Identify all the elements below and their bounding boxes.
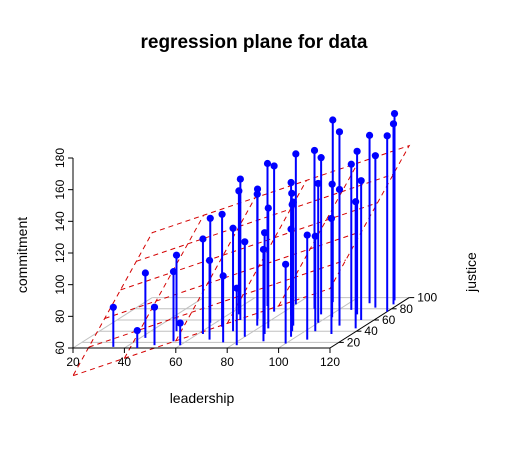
data-point (261, 229, 269, 237)
data-point (206, 214, 214, 222)
data-point (288, 200, 296, 209)
data-point (199, 235, 207, 243)
data-point (109, 303, 117, 311)
data-point (317, 154, 325, 162)
z-tick-label: 180 (53, 148, 67, 168)
regression-plane-line (88, 259, 347, 348)
z-tick-label: 160 (53, 179, 67, 199)
data-point (133, 326, 141, 335)
y-tick-label: 40 (364, 324, 378, 338)
y-axis-line (329, 297, 410, 349)
data-point (229, 224, 237, 232)
data-point (282, 260, 290, 268)
tick-labels: 20 40 60 80 100 12060801001201401601802040608… (53, 148, 438, 369)
chart-title: regression plane for data (140, 32, 367, 53)
data-point (335, 185, 344, 194)
x-tick-label: 120 (320, 355, 340, 369)
data-point (352, 198, 360, 206)
data-point (150, 303, 159, 311)
data-point (172, 251, 181, 259)
y-axis-label: justice (463, 252, 479, 293)
data-point (335, 128, 344, 136)
x-tick-label: 100 (269, 355, 289, 369)
data-point (253, 185, 262, 193)
data-point (389, 120, 398, 128)
data-point (353, 147, 361, 155)
z-tick-label: 60 (53, 341, 67, 355)
data-point (259, 245, 268, 254)
data-point (347, 160, 355, 168)
data-point (383, 132, 391, 140)
data-point (311, 232, 319, 240)
data-point (314, 179, 322, 188)
data-point (218, 210, 226, 218)
data-point (253, 190, 261, 198)
data-point (141, 269, 149, 277)
data-point (169, 268, 178, 276)
data-point (176, 319, 184, 327)
x-tick-label: 20 (66, 355, 80, 369)
data-point (236, 175, 244, 183)
data-point (328, 180, 336, 188)
x-tick-label: 60 (169, 355, 183, 369)
data-point (310, 146, 319, 155)
data-point (303, 231, 311, 239)
z-axis-label: commitment (14, 217, 30, 293)
data-point (205, 256, 214, 265)
z-tick-label: 140 (53, 211, 67, 231)
data-point (292, 150, 300, 158)
data-point (233, 284, 241, 292)
data-point (329, 116, 337, 124)
data-points (109, 109, 399, 335)
x-tick-label: 80 (221, 355, 235, 369)
z-tick-label: 100 (53, 274, 67, 294)
z-tick-label: 120 (53, 243, 67, 263)
data-point (287, 178, 295, 187)
data-point (371, 152, 379, 160)
floor-grid-line-x (175, 297, 256, 349)
data-point (390, 109, 399, 118)
data-point (235, 187, 243, 195)
x-tick-label: 40 (118, 355, 132, 369)
y-tick-label: 100 (417, 291, 437, 305)
data-point (365, 131, 374, 139)
data-point (264, 204, 272, 212)
data-point (327, 214, 336, 223)
data-point (270, 162, 278, 170)
point-stems (112, 113, 396, 348)
data-point (357, 177, 365, 185)
data-point (263, 159, 272, 168)
y-tick-label: 20 (347, 335, 361, 349)
regression-plane-line (175, 197, 256, 342)
z-tick-label: 80 (53, 309, 67, 323)
y-tick-label: 60 (382, 313, 396, 327)
y-tick-label: 80 (400, 302, 414, 316)
data-point (288, 189, 296, 197)
x-axis-label: leadership (170, 390, 235, 406)
data-point (287, 225, 295, 233)
data-point (219, 272, 227, 280)
data-point (241, 238, 249, 246)
